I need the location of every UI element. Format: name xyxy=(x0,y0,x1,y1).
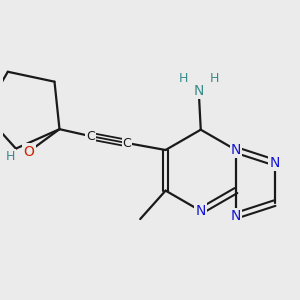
Text: N: N xyxy=(194,84,204,98)
Text: H: H xyxy=(179,72,188,86)
Text: N: N xyxy=(231,209,241,223)
Text: C: C xyxy=(86,130,95,142)
Text: N: N xyxy=(231,143,241,157)
Text: C: C xyxy=(123,136,131,150)
Text: N: N xyxy=(269,156,280,170)
Text: H: H xyxy=(209,72,219,86)
Text: O: O xyxy=(24,145,34,158)
Text: N: N xyxy=(196,204,206,218)
Text: H: H xyxy=(6,150,15,163)
